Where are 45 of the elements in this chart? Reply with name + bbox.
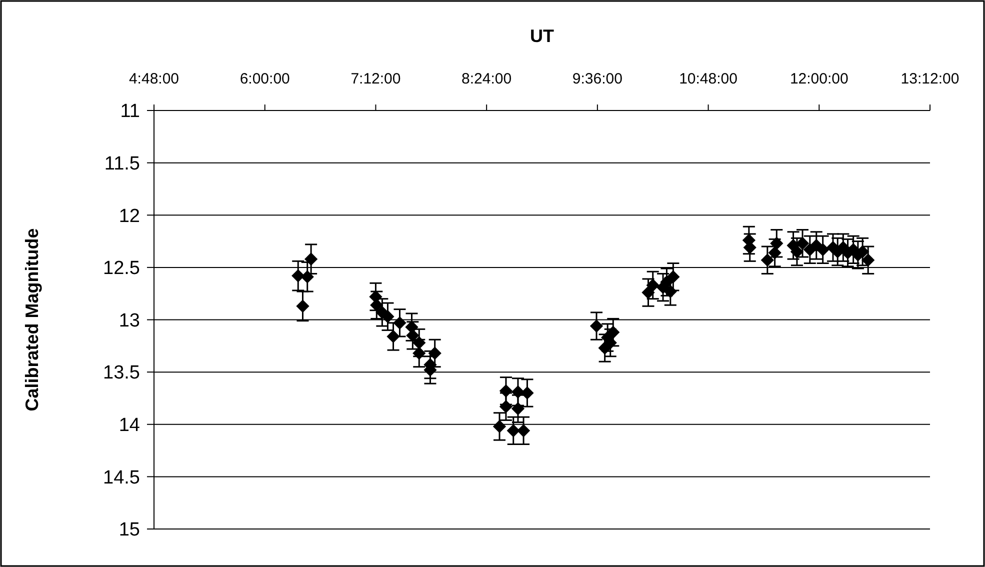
x-tick-label: 8:24:00: [462, 70, 512, 88]
point: [506, 424, 520, 438]
point: [370, 298, 384, 312]
point: [770, 236, 784, 250]
y-tick-label: 11.5: [104, 153, 140, 174]
point: [796, 236, 810, 250]
y-axis-title: Calibrated Magnitude: [22, 228, 42, 412]
point: [292, 269, 305, 282]
point: [664, 284, 677, 298]
x-tick-label: 6:00:00: [240, 70, 290, 88]
y-tick-label: 12.5: [103, 258, 140, 280]
point: [642, 286, 655, 300]
y-tick-label: 12: [118, 206, 140, 227]
point: [606, 326, 620, 339]
point: [768, 246, 782, 260]
point: [393, 316, 406, 330]
x-axis-title: UT: [530, 26, 554, 46]
y-tick-label: 13: [118, 310, 140, 332]
y-tick-label: 11: [120, 101, 140, 122]
x-tick-label: 7:12:00: [350, 70, 401, 88]
point: [816, 243, 830, 256]
y-tick-label: 14: [118, 415, 140, 436]
y-tick-label: 14.5: [103, 467, 140, 488]
x-tick-label: 4:48:00: [128, 70, 180, 88]
y-tick-label: 13.5: [103, 362, 140, 384]
point: [304, 252, 318, 266]
x-tick-label: 12:00:00: [790, 70, 848, 88]
x-tick-label: 9:36:00: [572, 70, 622, 88]
y-tick-label: 15: [118, 520, 140, 541]
point: [862, 254, 875, 267]
point: [428, 346, 442, 360]
point: [790, 245, 804, 258]
x-tick-label: 13:12:00: [900, 70, 960, 88]
point: [492, 420, 506, 434]
point: [590, 319, 604, 333]
point: [760, 254, 774, 267]
x-tick-label: 10:48:00: [679, 70, 738, 88]
point: [296, 300, 310, 313]
point: [516, 424, 530, 438]
point: [381, 310, 394, 324]
point: [300, 270, 314, 284]
point: [386, 330, 400, 344]
point: [646, 278, 660, 292]
point: [666, 270, 680, 284]
point: [520, 386, 534, 400]
